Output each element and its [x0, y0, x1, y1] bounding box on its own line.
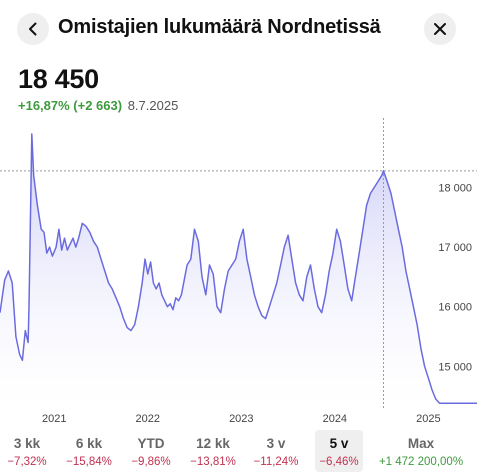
x-tick-label: 2021: [42, 413, 66, 425]
x-tick-label: 2024: [323, 413, 347, 425]
close-button[interactable]: [424, 13, 456, 45]
change-row: +16,87% (+2 663) 8.7.2025: [18, 98, 178, 113]
tab-6-kk[interactable]: 6 kk −15,84%: [62, 430, 116, 472]
tab-label: 6 kk: [75, 436, 103, 451]
tab-label: 3 kk: [13, 436, 41, 451]
period-tabs: 3 kk −7,32% 6 kk −15,84% YTD −9,86% 12 kk −13,8…: [0, 430, 477, 472]
tab-change: −9,86%: [131, 456, 171, 468]
tab-label: Max: [407, 436, 435, 451]
header: Omistajien lukumäärä Nordnetissä: [0, 0, 477, 58]
tab-change: +1 472 200,00%: [378, 456, 464, 468]
tab-ytd[interactable]: YTD −9,86%: [127, 430, 175, 472]
chevron-left-icon: [29, 22, 37, 36]
page-title: Omistajien lukumäärä Nordnetissä: [58, 16, 381, 38]
tab-change: −15,84%: [66, 456, 112, 468]
tab-label: 3 v: [266, 436, 286, 451]
tab-3-kk[interactable]: 3 kk −7,32%: [3, 430, 51, 472]
tab-5-v[interactable]: 5 v −6,46%: [315, 430, 363, 472]
tab-change: −13,81%: [190, 456, 236, 468]
tab-change: −7,32%: [7, 456, 47, 468]
y-tick-label: 17 000: [438, 242, 472, 254]
change-value: +16,87% (+2 663): [18, 98, 123, 113]
x-tick-label: 2022: [136, 413, 160, 425]
tab-change: −11,24%: [253, 456, 299, 468]
tab-label: 5 v: [329, 436, 349, 451]
owners-chart[interactable]: 15 000 16 000 17 000 18 000 2021 2022 2023 202…: [0, 118, 477, 428]
tab-12-kk[interactable]: 12 kk −13,81%: [186, 430, 240, 472]
tab-3-v[interactable]: 3 v −11,24%: [252, 430, 300, 472]
y-tick-label: 18 000: [438, 183, 472, 195]
y-tick-label: 16 000: [438, 302, 472, 314]
chart-series-line: [0, 133, 477, 404]
tab-label: 12 kk: [196, 436, 230, 451]
close-icon: [434, 23, 446, 35]
back-button[interactable]: [17, 13, 49, 45]
x-tick-label: 2023: [229, 413, 253, 425]
tab-change: −6,46%: [319, 456, 359, 468]
y-tick-label: 15 000: [438, 361, 472, 373]
tab-label: YTD: [137, 436, 165, 451]
x-tick-label: 2025: [416, 413, 440, 425]
change-date: 8.7.2025: [127, 98, 179, 113]
current-value: 18 450: [18, 64, 99, 94]
chart-area-fill: [0, 134, 477, 408]
tab-max[interactable]: Max +1 472 200,00%: [372, 430, 470, 472]
